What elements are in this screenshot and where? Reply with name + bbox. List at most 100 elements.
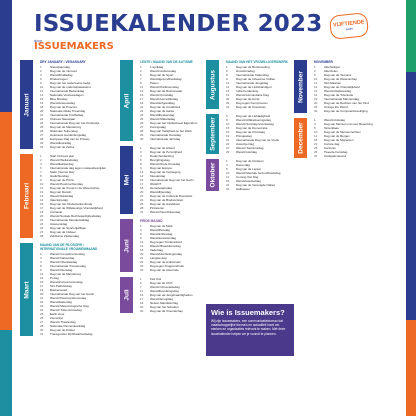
- calendar-entry: 2 Dag van de introvert: [40, 69, 106, 73]
- entry-day: 1: [226, 65, 228, 69]
- entry-day: 22: [40, 300, 44, 304]
- page-title: ISSUEKALENDER 2023: [34, 11, 323, 37]
- entry-event: Dag van de Ozonlaag: [236, 130, 266, 134]
- calendar-entry: 2 Wereld Wetlandsdag: [40, 158, 106, 162]
- entry-day: 17: [140, 97, 144, 101]
- entry-event: Pasen: [150, 81, 159, 85]
- entry-event: Wereld Downsyndroomdag: [50, 296, 87, 300]
- calendar-entry: 20 Dag van het Schaken: [140, 305, 206, 309]
- calendar-entry: 4 Dodenherdenking: [140, 154, 206, 158]
- entry-event: Wereldbijendag: [150, 190, 171, 194]
- entry-day: 30: [140, 268, 144, 272]
- month-theme-heading: pride maand: [140, 219, 163, 223]
- month-name: Maart: [23, 280, 30, 299]
- entry-event: Dag van de Handdoek: [150, 202, 180, 206]
- entry-event: Dag van de Asteroïde: [150, 268, 179, 272]
- calendar-entry: 15 Internationale Dag van het Gezin: [140, 178, 206, 182]
- entry-event: Autovrije Dag: [236, 142, 255, 146]
- entry-event: Wereld Malariadag: [150, 117, 176, 121]
- month-section-mei: Mei 1 Dag van de Arbeid 3 Dag van de Persvri…: [120, 146, 206, 214]
- entry-event: IDAHOT: [150, 182, 162, 186]
- entry-day: 1: [40, 65, 42, 69]
- entry-event: Wereldmilieudag: [150, 232, 173, 236]
- calendar-entry: 6 Dag van de Sport: [140, 73, 206, 77]
- entry-day: 16: [226, 130, 230, 134]
- entry-day: 24: [40, 308, 44, 312]
- entry-event: Wereld Niet-Rokendag: [150, 210, 181, 214]
- calendar-entry: 22 Autovrije Dag: [226, 142, 292, 146]
- entry-day: 25: [40, 312, 44, 316]
- calendar-entry: 20 Dag van de Rechten van het Kind: [314, 101, 380, 105]
- entry-day: 18: [314, 138, 318, 142]
- calendar-entry: 16 Wereldsneeuwdag: [40, 101, 106, 105]
- calendar-entry: 22 Dag van de Biodiversiteit: [140, 198, 206, 202]
- month-name: September: [209, 117, 216, 151]
- entry-event: Dag van de Hond: [236, 97, 260, 101]
- entry-event: Dag tegen Drugsmisbruik: [150, 264, 184, 268]
- entry-day: 22: [226, 142, 230, 146]
- entry-day: 31: [40, 145, 44, 149]
- entry-event: Dag van de Zebra: [50, 145, 75, 149]
- entry-event: Dag van de Borstvoeding: [236, 65, 270, 69]
- calendar-entry: 22 Chinees Nieuwjaar: [40, 117, 106, 121]
- entry-day: 2: [314, 69, 316, 73]
- entry-day: 2: [40, 69, 42, 73]
- entry-day: 1: [140, 224, 142, 228]
- calendar-entry: 16 Dag van de Ozonlaag: [226, 130, 292, 134]
- calendar-entry: 26 Tweede Kerstdag: [314, 150, 380, 154]
- calendar-entry: 8 Wereld Rode Kruisdag: [140, 162, 206, 166]
- calendar-entry: 26 Dag van de Hond: [226, 97, 292, 101]
- entry-day: 28: [140, 129, 144, 133]
- calendar-entry: 20 Wereldbijendag: [140, 190, 206, 194]
- calendar-entry: 30 Dag van de Computerbeveiliging: [314, 109, 380, 113]
- calendar-entry: 26 Nationale Tulpendag: [40, 129, 106, 133]
- calendar-entry: 22 Wereldwaterdag: [40, 300, 106, 304]
- entry-event: Wereld Toerismedag: [236, 146, 264, 150]
- entry-day: 6: [226, 69, 228, 73]
- entry-day: 14: [314, 89, 318, 93]
- calendar-entry: 19 Carnaval: [40, 210, 106, 214]
- entry-event: Oudejaarsavond: [324, 154, 347, 158]
- entry-day: 10: [314, 77, 318, 81]
- edition-badge-logo: VIJFTIENDE editie: [328, 12, 370, 40]
- calendar-entry: 2 Wereld Autismedag: [140, 69, 206, 73]
- entry-event: Dag van het Intellectueel Eigendom: [150, 121, 198, 125]
- about-title: Wie is Issuemakers?: [211, 308, 285, 317]
- brand-name: ISSUEMAKERS: [34, 41, 114, 52]
- entry-event: Gedichtendag: [50, 174, 69, 178]
- month-section-april: April lente / maand van de autisme 1 1 apri…: [120, 60, 206, 141]
- calendar-entry: 17 IDAHOT: [140, 182, 206, 186]
- calendar-entry: 30 Dag van de Dokter: [40, 328, 106, 332]
- entry-day: 6: [140, 73, 142, 77]
- calendar-entry: 24 Internationale Dag van het Onderwijs: [40, 121, 106, 125]
- calendar-entry: 20 Nationale Dikke Truiendag: [40, 109, 106, 113]
- entry-day: 4: [140, 154, 142, 158]
- calendar-entry: 9 Dag van Europa: [140, 166, 206, 170]
- month-section-juni: Juni pride maand 1 Dag van de Melk 3 Wereldfi…: [120, 219, 206, 272]
- month-name: Juni: [123, 238, 130, 253]
- month-name: Oktober: [209, 162, 216, 188]
- entry-day: 4: [40, 260, 42, 264]
- calendar-entry: 31 Wereld Niet-Rokendag: [140, 210, 206, 214]
- entry-event: Langste dag: [150, 256, 167, 260]
- calendar-entry: 28 Nationale Pannenkoekdag: [40, 324, 106, 328]
- entry-event: Wereld Hartdag: [236, 150, 257, 154]
- entry-event: Dag van de Mantelzorg: [50, 272, 82, 276]
- calendar-entry: 9 Wereld Niersdag: [40, 268, 106, 272]
- calendar-entry: 4 Wereldbrailledag: [40, 73, 106, 77]
- entry-event: Wereld Meteorologische Dag: [50, 304, 89, 308]
- entry-event: Dag van de Vriendschap: [150, 309, 183, 313]
- entry-day: 10: [40, 85, 44, 89]
- month-name: April: [123, 93, 130, 108]
- calendar-entry: 29 Wereld Hartdag: [226, 150, 292, 154]
- entry-event: Dag van de Tsunami: [324, 73, 352, 77]
- entry-day: 9: [40, 178, 42, 182]
- entry-event: Dag van de Ambtenaar: [150, 260, 181, 264]
- entry-day: 21: [140, 194, 144, 198]
- entry-day: 13: [226, 85, 230, 89]
- entry-event: Wereld Suïcidepreventiedag: [236, 122, 274, 126]
- calendar-entry: 5 Dag van de Leraar: [226, 167, 292, 171]
- entry-event: Wereldvoedseldag: [236, 179, 261, 183]
- calendar-entry: 8 Wereld Alfabetiseringsdag: [226, 118, 292, 122]
- entry-day: 13: [40, 93, 44, 97]
